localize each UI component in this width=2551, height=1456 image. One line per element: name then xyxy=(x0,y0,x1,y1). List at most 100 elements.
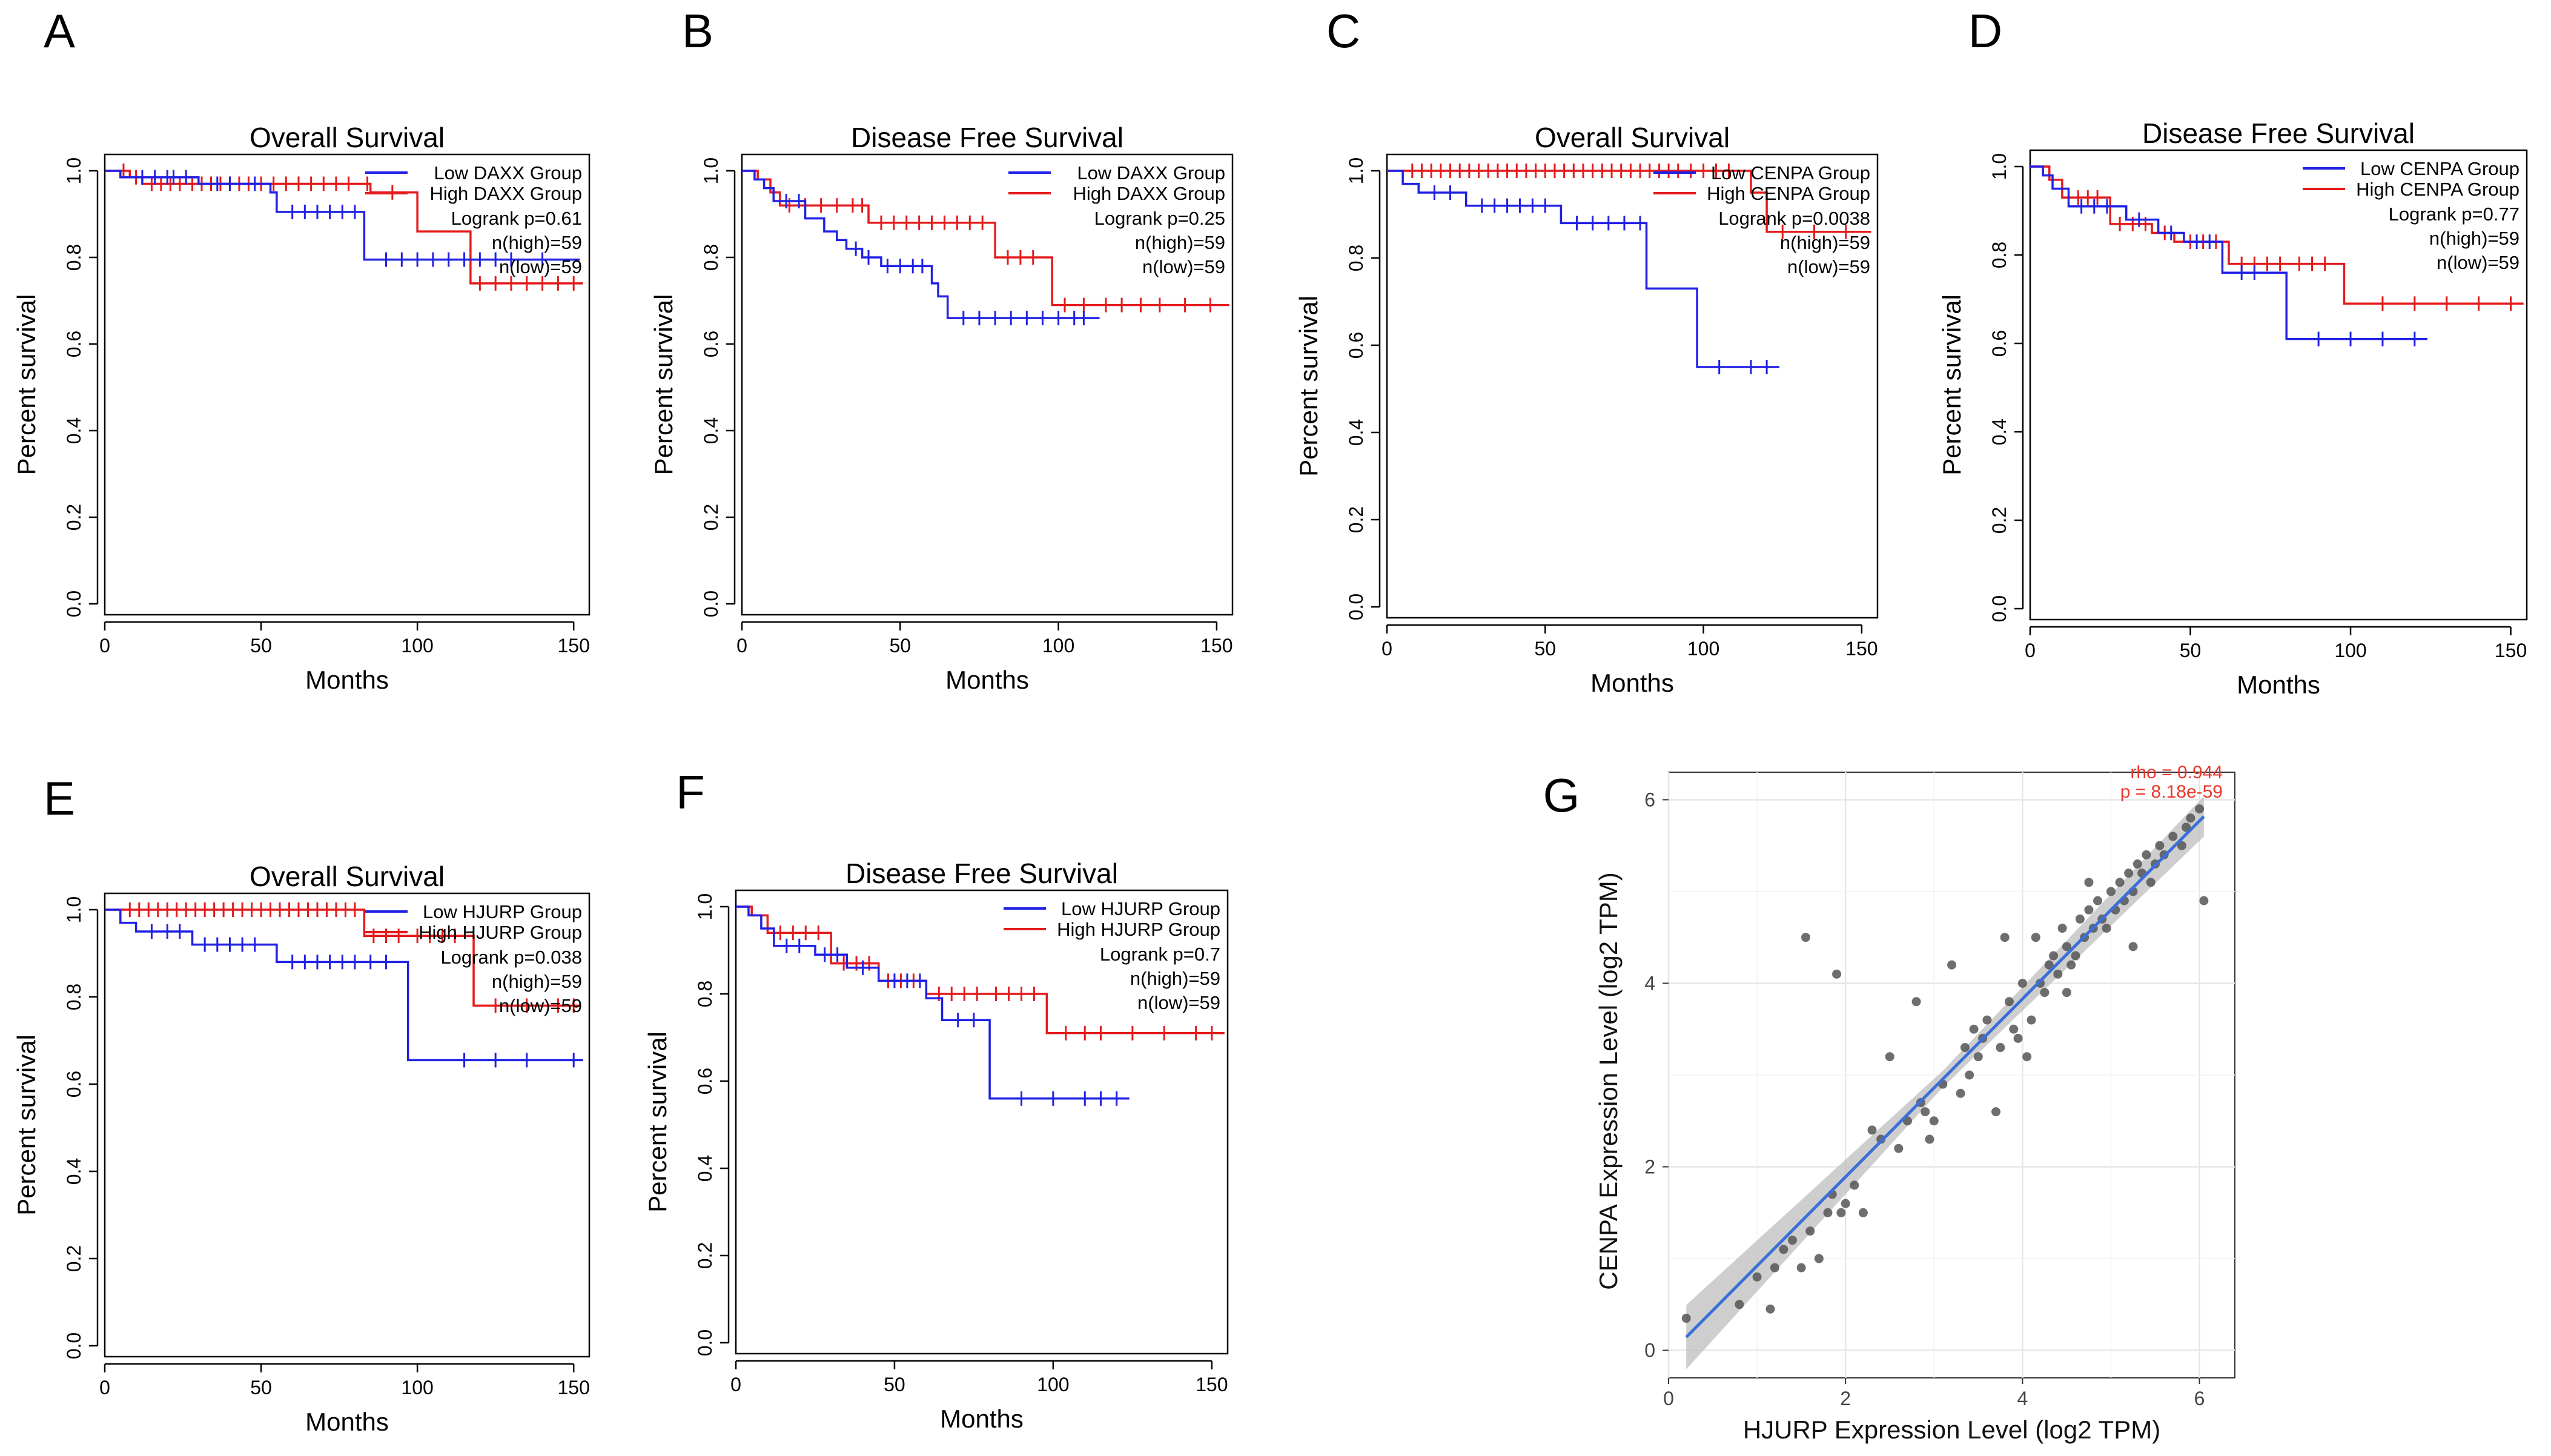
y-tick-label: 0.4 xyxy=(1988,419,2010,445)
scatter-point xyxy=(1867,1125,1877,1135)
scatter-point xyxy=(1801,933,1810,942)
y-axis-label: Percent survival xyxy=(649,294,678,475)
y-tick-label: 0.4 xyxy=(694,1155,716,1182)
plot-frame xyxy=(1386,153,1879,619)
scatter-point xyxy=(1858,1208,1868,1217)
y-tick-label: 0.6 xyxy=(700,331,722,357)
x-tick-label: 50 xyxy=(2180,640,2202,661)
stat-annotation: n(low)=59 xyxy=(1142,256,1225,277)
x-tick-label: 0 xyxy=(2025,640,2036,661)
scatter-point xyxy=(2053,969,2063,979)
chart-title: Disease Free Survival xyxy=(851,122,1123,153)
survival-curve-low xyxy=(2030,165,2427,340)
km-chart-e: Overall Survival 0 50 100 150 Months 0.0 0.2 0.4… xyxy=(12,861,591,1436)
survival-curve-high xyxy=(2030,165,2524,305)
scatter-point xyxy=(2182,822,2191,832)
y-tick-label: 2 xyxy=(1644,1156,1655,1178)
y-tick-label: 0.6 xyxy=(694,1068,716,1094)
x-tick-label: 150 xyxy=(1200,635,1232,657)
x-tick-label: 100 xyxy=(1042,635,1074,657)
scatter-point xyxy=(2004,997,2014,1007)
y-tick-label: 1.0 xyxy=(1345,157,1367,184)
scatter-point xyxy=(2177,841,2186,850)
scatter-point xyxy=(2049,951,2059,961)
x-tick-label: 100 xyxy=(401,635,433,657)
y-tick-label: 0.8 xyxy=(1345,245,1367,271)
scatter-point xyxy=(2084,905,2094,915)
panel-letter: E xyxy=(44,772,75,825)
correlation-stat: rho = 0.944 xyxy=(2130,763,2223,783)
x-tick-label: 4 xyxy=(2017,1388,2028,1409)
y-tick-label: 1.0 xyxy=(694,893,716,920)
x-tick-label: 50 xyxy=(1534,638,1556,660)
scatter-point xyxy=(1779,1245,1788,1254)
panel-letter: B xyxy=(682,4,713,58)
x-tick-label: 50 xyxy=(250,635,272,657)
scatter-point xyxy=(2102,924,2111,933)
y-tick-label: 1.0 xyxy=(1988,153,2010,180)
y-tick-label: 0.4 xyxy=(1345,419,1367,446)
survival-curve-low xyxy=(1387,170,1779,368)
legend-entry: Low DAXX Group xyxy=(1077,162,1225,184)
y-tick-label: 0.2 xyxy=(1345,506,1367,533)
scatter-point xyxy=(2128,942,2138,951)
scatter-point xyxy=(2106,887,2116,896)
scatter-point xyxy=(1960,1043,1970,1053)
scatter-point xyxy=(1770,1263,1779,1272)
y-tick-label: 0.2 xyxy=(700,504,722,531)
x-axis-label: HJURP Expression Level (log2 TPM) xyxy=(1743,1415,2160,1444)
km-chart-c: Overall Survival 0 50 100 150 Months 0.0 0.2 0.4… xyxy=(1294,122,1879,697)
scatter-point xyxy=(1735,1300,1744,1309)
chart-title: Overall Survival xyxy=(1535,122,1730,153)
x-tick-label: 2 xyxy=(1840,1388,1851,1409)
scatter-point xyxy=(1823,1208,1833,1217)
km-chart-d: Disease Free Survival 0 50 100 150 Months 0.0 0… xyxy=(1937,117,2528,699)
scatter-point xyxy=(1752,1272,1762,1282)
panel-letter: A xyxy=(44,4,75,58)
survival-curve-high xyxy=(105,908,580,1007)
scatter-point xyxy=(1796,1263,1806,1272)
x-tick-label: 100 xyxy=(401,1377,433,1398)
y-tick-label: 0.8 xyxy=(694,981,716,1007)
scatter-point xyxy=(2199,896,2209,905)
scatter-point xyxy=(2186,813,2195,823)
y-tick-label: 0.2 xyxy=(63,1245,85,1272)
scatter-point xyxy=(1894,1143,1904,1153)
x-tick-label: 150 xyxy=(2495,640,2527,661)
x-tick-label: 50 xyxy=(889,635,911,657)
y-tick-label: 0.8 xyxy=(1988,242,2010,268)
y-tick-label: 0.6 xyxy=(1988,330,2010,357)
x-axis-label: Months xyxy=(305,1408,389,1436)
plot-frame xyxy=(104,153,591,616)
scatter-point xyxy=(2084,878,2094,887)
y-axis-label: Percent survival xyxy=(1937,294,1966,475)
x-tick-label: 100 xyxy=(1037,1374,1069,1395)
panel-letter: D xyxy=(1968,4,2002,58)
scatter-point xyxy=(1765,1304,1775,1314)
x-axis-label: Months xyxy=(945,666,1029,694)
scatter-point xyxy=(2009,1024,2019,1034)
stat-annotation: n(high)=59 xyxy=(2429,228,2520,249)
legend-entry: High DAXX Group xyxy=(1073,183,1225,204)
y-tick-label: 0.0 xyxy=(1988,595,2010,622)
stat-annotation: Logrank p=0.0038 xyxy=(1718,208,1870,229)
scatter-point xyxy=(1969,1024,1979,1034)
scatter-point xyxy=(1805,1226,1815,1236)
scatter-point xyxy=(2027,1015,2036,1025)
scatter-point xyxy=(2017,978,2027,988)
stat-annotation: Logrank p=0.77 xyxy=(2389,204,2520,225)
y-tick-label: 0.8 xyxy=(63,244,85,271)
x-tick-label: 100 xyxy=(2334,640,2366,661)
x-tick-label: 0 xyxy=(730,1374,741,1395)
stat-annotation: n(high)=59 xyxy=(1135,232,1225,253)
stat-annotation: n(high)=59 xyxy=(1780,232,1870,253)
y-axis-label: Percent survival xyxy=(643,1031,672,1213)
y-axis-label: Percent survival xyxy=(12,294,41,475)
km-chart-a: Overall Survival 0 50 100 150 Months 0.0 0.2 0.4… xyxy=(12,122,591,694)
x-tick-label: 6 xyxy=(2194,1388,2205,1409)
y-tick-label: 0.4 xyxy=(63,417,85,444)
x-tick-label: 100 xyxy=(1687,638,1719,660)
scatter-point xyxy=(1681,1314,1691,1323)
scatter-point xyxy=(1921,1107,1930,1117)
legend-entry: Low HJURP Group xyxy=(1061,898,1220,919)
